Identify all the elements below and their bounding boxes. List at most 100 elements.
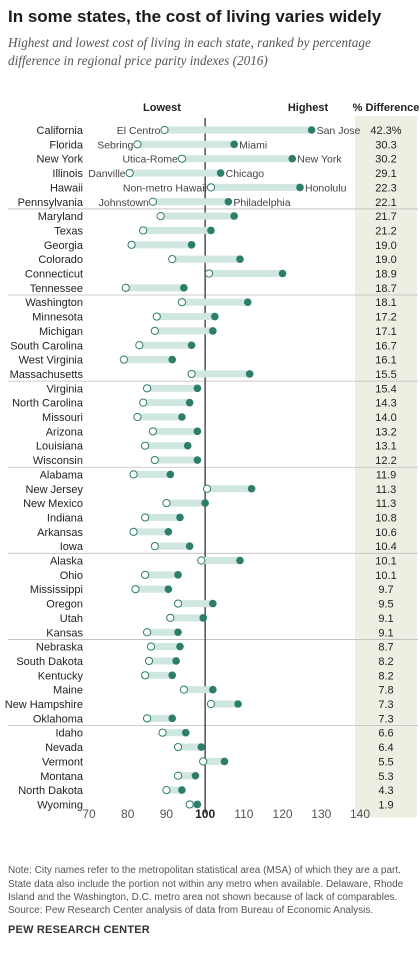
range-bar — [210, 700, 239, 708]
percent-difference-value: 10.1 — [375, 570, 396, 582]
low-point — [202, 484, 212, 493]
range-bar — [137, 140, 235, 148]
high-point — [207, 226, 215, 235]
percent-difference-value: 19.0 — [375, 254, 396, 266]
low-point — [158, 728, 167, 737]
range-bar — [147, 628, 179, 636]
low-point — [144, 656, 154, 666]
low-point — [142, 628, 152, 637]
percent-difference-value: 7.3 — [378, 699, 393, 711]
percent-difference-value: 17.1 — [375, 326, 396, 338]
percent-difference-value: 11.9 — [376, 469, 397, 481]
high-point — [236, 556, 244, 565]
state-label: Massachusetts — [10, 369, 84, 381]
state-label: Iowa — [60, 541, 84, 553]
state-label: Kansas — [46, 627, 83, 639]
percent-difference-value: 18.1 — [375, 297, 396, 309]
percent-difference-value: 8.7 — [378, 642, 393, 654]
state-label: Wyoming — [37, 799, 83, 811]
high-point — [174, 628, 182, 637]
low-point — [162, 786, 171, 795]
percent-difference-value: 11.3 — [376, 484, 397, 496]
low-point — [162, 499, 171, 508]
state-label: Vermont — [42, 756, 83, 768]
high-point — [247, 484, 256, 493]
percent-difference-value: 30.2 — [375, 154, 396, 166]
range-bar — [129, 169, 221, 177]
percent-difference-value: 22.1 — [375, 197, 396, 209]
high-point — [164, 528, 173, 536]
percent-difference-value: 6.4 — [378, 742, 393, 754]
range-bar — [145, 513, 180, 521]
range-bar — [131, 241, 192, 249]
range-bar — [162, 729, 186, 737]
state-label: Florida — [49, 139, 84, 151]
range-bar — [210, 183, 300, 191]
high-point — [243, 298, 252, 307]
state-label: Pennsylvania — [18, 197, 84, 209]
range-bar — [147, 714, 173, 722]
state-label: Tennessee — [30, 283, 83, 295]
low-point — [133, 140, 142, 149]
state-label: Oregon — [46, 599, 83, 611]
range-bar — [152, 198, 229, 206]
x-tick-label: 140 — [350, 807, 370, 821]
high-point — [234, 700, 242, 708]
range-bar — [170, 614, 204, 622]
state-label: New Mexico — [23, 498, 83, 510]
state-label: North Carolina — [12, 398, 84, 410]
range-bar — [164, 126, 312, 134]
percent-difference-value: 14.3 — [375, 398, 396, 410]
range-bar — [154, 542, 190, 550]
high-point — [224, 197, 233, 206]
range-bar — [125, 284, 184, 292]
brand-logo-text: PEW RESEARCH CENTER — [8, 924, 150, 936]
low-point — [152, 312, 161, 321]
low-point — [177, 154, 187, 163]
percent-difference-value: 10.4 — [375, 541, 396, 553]
high-city-label: Honolulu — [305, 182, 347, 194]
high-point — [193, 456, 202, 464]
low-point — [168, 255, 177, 264]
low-point — [199, 757, 208, 766]
low-point — [142, 714, 152, 723]
high-point — [178, 786, 186, 794]
high-point — [181, 728, 190, 737]
high-city-label: Chicago — [226, 168, 265, 180]
range-bar — [154, 327, 213, 335]
x-tick-label: 80 — [121, 807, 135, 821]
high-point — [216, 169, 225, 177]
percent-difference-value: 18.7 — [375, 283, 396, 295]
state-label: Maine — [53, 685, 83, 697]
low-point — [148, 427, 157, 436]
low-point — [173, 771, 183, 780]
high-point — [193, 800, 202, 809]
state-label: South Carolina — [10, 340, 84, 352]
low-point — [173, 742, 183, 752]
low-point — [177, 298, 187, 307]
high-point — [183, 441, 192, 450]
low-point — [129, 527, 138, 536]
low-point — [150, 326, 159, 335]
chart-subtitle: Highest and lowest cost of living in eac… — [8, 35, 371, 68]
high-point — [164, 585, 173, 593]
state-label: Louisiana — [36, 441, 84, 453]
x-tick-label: 70 — [82, 807, 96, 821]
low-city-label: Johnstown — [99, 197, 149, 209]
range-bar — [137, 413, 182, 421]
state-label: Oklahoma — [33, 713, 84, 725]
state-label: Wisconsin — [33, 455, 83, 467]
range-bar — [150, 643, 180, 651]
low-point — [129, 470, 138, 479]
percent-difference-value: 19.0 — [375, 240, 396, 252]
range-bar — [166, 499, 206, 507]
state-label: North Dakota — [18, 785, 84, 797]
percent-difference-value: 1.9 — [378, 799, 393, 811]
high-point — [236, 255, 244, 263]
state-label: Colorado — [38, 254, 83, 266]
high-point — [178, 413, 186, 421]
percent-difference-value: 42.3% — [370, 125, 401, 137]
header-lowest: Lowest — [143, 102, 181, 114]
high-point — [168, 714, 177, 723]
